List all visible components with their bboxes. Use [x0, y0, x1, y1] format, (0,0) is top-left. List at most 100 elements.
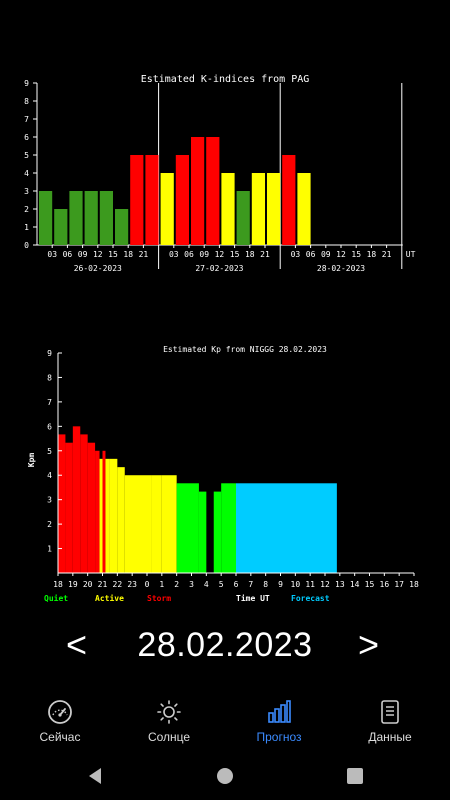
k-y-tick-label: 3 [24, 187, 29, 196]
kp-x-tick-label: 11 [305, 580, 315, 589]
kp-bar [236, 483, 337, 573]
k-x-tick-label: 12 [93, 250, 103, 259]
system-navigation-bar [0, 752, 450, 800]
kp-legend: Quiet Active Storm Time UT Forecast [44, 593, 330, 603]
k-x-tick-label: 15 [230, 250, 240, 259]
kp-bar [65, 442, 73, 573]
kp-x-tick-label: 9 [278, 580, 283, 589]
k-bar [115, 209, 129, 245]
k-x-tick-label: 09 [321, 250, 331, 259]
k-x-tick-label: 18 [123, 250, 133, 259]
kp-bar [58, 434, 66, 573]
k-x-tick-label: 09 [78, 250, 88, 259]
kp-x-tick-label: 7 [248, 580, 253, 589]
kp-y-tick-label: 7 [47, 398, 52, 407]
k-y-tick-label: 6 [24, 133, 29, 142]
speedometer-icon [48, 700, 72, 724]
home-icon[interactable] [215, 766, 235, 786]
k-chart-title: Estimated K-indices from PAG [141, 74, 310, 85]
k-bar [99, 191, 113, 245]
recents-icon[interactable] [345, 766, 365, 786]
kp-x-tick-label: 13 [335, 580, 345, 589]
kp-x-tick-label: 15 [365, 580, 375, 589]
kp-x-tick-label: 1 [159, 580, 164, 589]
kp-x-tick-label: 20 [83, 580, 93, 589]
kp-x-tick-label: 19 [68, 580, 78, 589]
prev-date-button[interactable]: < [66, 624, 88, 665]
kp-x-tick-label: 16 [380, 580, 390, 589]
kp-x-tick-label: 23 [127, 580, 137, 589]
kp-x-tick-label: 21 [98, 580, 108, 589]
sun-icon [157, 700, 181, 724]
kp-y-tick-label: 1 [47, 545, 52, 554]
kp-x-tick-label: 17 [394, 580, 404, 589]
k-bar [282, 155, 296, 245]
k-bar [191, 137, 205, 245]
k-bar [39, 191, 53, 245]
k-y-tick-label: 4 [24, 169, 29, 178]
k-x-tick-label: 09 [199, 250, 209, 259]
k-x-tick-label: 21 [260, 250, 270, 259]
nav-item-sun[interactable]: Солнце [119, 692, 219, 744]
k-x-tick-label: 18 [367, 250, 377, 259]
k-x-tick-label: 21 [139, 250, 149, 259]
kp-bar [124, 475, 152, 573]
kp-bar [117, 467, 125, 573]
kp-bar [105, 458, 110, 573]
k-x-tick-label: 12 [336, 250, 346, 259]
nav-item-forecast[interactable]: Прогноз [229, 692, 329, 744]
nav-item-now[interactable]: Сейчас [10, 692, 110, 744]
k-y-tick-label: 2 [24, 205, 29, 214]
kp-y-tick-label: 4 [47, 471, 52, 480]
kp-x-tick-label: 3 [189, 580, 194, 589]
k-y-tick-label: 8 [24, 97, 29, 106]
kp-bar [213, 491, 222, 573]
kp-x-tick-label: 4 [204, 580, 209, 589]
kp-x-tick-label: 12 [320, 580, 330, 589]
k-bar [160, 173, 174, 245]
k-x-tick-label: 06 [184, 250, 194, 259]
nav-label-now: Сейчас [39, 730, 81, 744]
nav-label-forecast: Прогноз [256, 730, 302, 744]
kp-bar [87, 442, 96, 573]
kp-y-tick-label: 8 [47, 373, 52, 382]
back-icon[interactable] [85, 766, 105, 786]
k-x-tick-label: 12 [215, 250, 225, 259]
k-y-tick-label: 5 [24, 151, 29, 160]
kp-x-tick-label: 10 [291, 580, 301, 589]
k-bar [130, 155, 144, 245]
k-bar [236, 191, 250, 245]
document-icon [381, 700, 399, 724]
k-day-label: 27-02-2023 [195, 264, 243, 273]
kp-x-tick-label: 18 [53, 580, 63, 589]
kp-bar [99, 458, 103, 573]
k-x-unit-label: UT [406, 250, 416, 259]
k-y-tick-label: 7 [24, 115, 29, 124]
kp-bar [72, 426, 81, 573]
kp-x-tick-label: 22 [113, 580, 123, 589]
current-date: 28.02.2023 [137, 626, 313, 664]
k-bar [69, 191, 83, 245]
kp-x-tick-label: 5 [219, 580, 224, 589]
kp-bar [221, 483, 236, 573]
nav-label-data: Данные [368, 730, 412, 744]
kp-x-tick-label: 2 [174, 580, 179, 589]
next-date-button[interactable]: > [358, 624, 380, 665]
k-x-tick-label: 03 [169, 250, 179, 259]
kp-y-tick-label: 9 [47, 349, 52, 358]
k-y-tick-label: 1 [24, 223, 29, 232]
legend-quiet: Quiet [44, 593, 68, 603]
k-index-chart: Estimated K-indices from PAG 01234567890… [24, 74, 416, 273]
kp-y-tick-label: 5 [47, 447, 52, 456]
k-y-tick-label: 0 [24, 241, 29, 250]
k-x-tick-label: 03 [291, 250, 301, 259]
kp-bar [80, 434, 88, 573]
k-bar [206, 137, 220, 245]
kp-bar [95, 450, 100, 573]
kp-x-tick-label: 0 [145, 580, 150, 589]
k-bar [267, 173, 281, 245]
nav-item-data[interactable]: Данные [340, 692, 440, 744]
kp-y-tick-label: 3 [47, 496, 52, 505]
k-bar [145, 155, 159, 245]
kp-bar [176, 483, 199, 573]
